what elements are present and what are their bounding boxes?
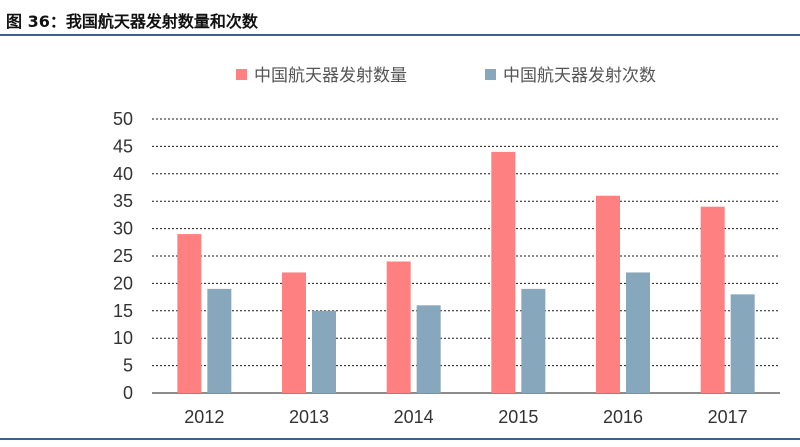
y-tick-label: 5 [123, 356, 133, 376]
x-tick-label: 2015 [498, 407, 538, 427]
y-tick-label: 15 [113, 301, 133, 321]
y-tick-label: 40 [113, 164, 133, 184]
bar-launch-count [521, 288, 546, 393]
bar-launch-quantity [596, 195, 620, 393]
title-divider [0, 34, 800, 36]
bar-launch-quantity [700, 206, 725, 393]
legend-swatch [485, 69, 496, 80]
legend: 中国航天器发射数量 中国航天器发射次数 [236, 66, 656, 86]
y-tick-label: 20 [113, 273, 133, 293]
x-axis: 2012 2013 2014 2015 2016 2017 [184, 407, 747, 427]
bar-launch-quantity [491, 151, 516, 393]
legend-label: 中国航天器发射次数 [503, 66, 656, 86]
y-tick-label: 45 [113, 136, 133, 156]
bar-launch-quantity [386, 261, 411, 393]
bar-launch-count [626, 272, 650, 393]
gridlines [152, 118, 780, 394]
y-tick-label: 30 [113, 219, 133, 239]
legend-swatch [236, 69, 247, 80]
bar-launch-count [312, 310, 336, 393]
figure-title: 图 36：我国航天器发射数量和次数 [6, 12, 258, 31]
y-tick-label: 50 [113, 109, 133, 129]
x-tick-label: 2013 [289, 407, 329, 427]
bottom-divider [0, 438, 800, 440]
y-tick-label: 25 [113, 246, 133, 266]
x-tick-label: 2017 [708, 407, 748, 427]
y-tick-label: 0 [123, 383, 133, 403]
y-axis: 0 5 10 15 20 25 30 35 40 45 50 [113, 109, 133, 403]
y-tick-label: 10 [113, 328, 133, 348]
bar-launch-quantity [282, 272, 306, 393]
bar-launch-count [730, 294, 755, 393]
bar-launch-count [207, 288, 232, 393]
x-tick-label: 2014 [394, 407, 434, 427]
bar-launch-count [416, 305, 441, 393]
y-tick-label: 35 [113, 191, 133, 211]
x-tick-label: 2012 [184, 407, 224, 427]
x-tick-label: 2016 [603, 407, 643, 427]
legend-label: 中国航天器发射数量 [254, 66, 407, 86]
bars [177, 151, 755, 393]
bar-launch-quantity [177, 234, 202, 393]
